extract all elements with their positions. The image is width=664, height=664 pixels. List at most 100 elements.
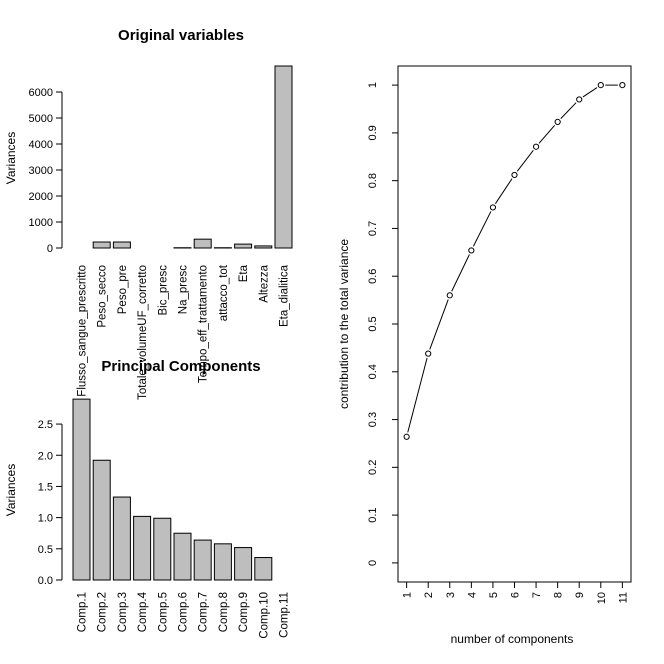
bars-principal-components: [72, 398, 273, 581]
x-tick-label-7: 7: [531, 592, 543, 598]
bar-2: [92, 459, 111, 581]
segment-3: [451, 254, 470, 292]
y-tick-label-1: 0: [367, 560, 379, 566]
category-label-7: Tempo_eff_trattamento: [198, 265, 210, 383]
category-label-10: Altezza: [258, 264, 270, 302]
y-tick-label-7: 6000: [29, 87, 53, 99]
x-tick-label-6: 6: [510, 592, 522, 598]
y-axis-principal-components: 0.0 0.5 1.0 1.5 2.0 2.5: [38, 419, 63, 587]
y-tick-label-3: 2000: [29, 191, 53, 203]
bar-5: [153, 517, 172, 581]
bar-8: [213, 543, 232, 581]
point-4: [468, 247, 475, 254]
bar-7: [193, 539, 212, 581]
x-axis-cumulative: 1 2 3 4 5 6 7 8 9 10 11: [402, 582, 629, 604]
y-tick-label-2: 0.5: [38, 544, 53, 556]
series-cumulative: [403, 82, 626, 440]
y-tick-label-4: 0.3: [367, 412, 379, 427]
point-3: [446, 292, 453, 299]
x-tick-label-2: 2: [423, 592, 435, 598]
category-label-5: Bic_presc: [157, 265, 169, 316]
bar-10: [254, 245, 273, 249]
category-label-11: Comp.11: [279, 592, 291, 638]
segment-2: [429, 299, 449, 350]
y-tick-label-6: 5000: [29, 113, 53, 125]
bar-6: [173, 532, 192, 581]
category-labels-original-variables: Flusso_sangue_prescritto Peso_secco Peso_p…: [77, 264, 291, 400]
y-tick-label-3: 0.2: [367, 460, 379, 475]
bar-1: [72, 398, 91, 581]
bars-original-variables: [92, 65, 293, 249]
point-7: [532, 143, 540, 150]
point-9: [576, 96, 583, 103]
y-tick-label-2: 1000: [29, 217, 53, 229]
segment-8: [560, 102, 577, 120]
y-axis-original-variables: 0 1000 2000 3000 4000 5000 6000: [29, 87, 63, 255]
x-tick-label-10: 10: [596, 592, 608, 604]
y-tick-label-4: 3000: [29, 165, 53, 177]
bar-3: [112, 241, 131, 249]
bar-9: [234, 547, 253, 581]
category-label-1: Flusso_sangue_prescritto: [77, 265, 89, 397]
x-tick-label-11: 11: [617, 592, 629, 603]
category-label-9: Comp.9: [238, 592, 250, 632]
category-label-3: Peso_pre: [117, 265, 129, 314]
y-tick-label-10: 0.9: [367, 125, 379, 140]
bar-3: [112, 496, 131, 581]
ylabel-principal-components: Variances: [4, 464, 18, 516]
y-tick-label-5: 4000: [29, 139, 53, 151]
category-label-8: Comp.8: [218, 592, 230, 632]
category-label-6: Comp.6: [178, 592, 190, 632]
y-tick-label-1: 0.0: [38, 575, 53, 587]
bar-7: [193, 238, 212, 249]
category-label-4: Totale_volumeUF_corretto: [137, 265, 149, 400]
category-label-7: Comp.7: [198, 592, 210, 632]
category-label-8: attacco_tot: [218, 264, 230, 321]
category-label-11: Eta_dialitica: [279, 264, 291, 327]
y-tick-label-2: 0.1: [367, 507, 379, 522]
plot-frame: [397, 65, 632, 583]
category-label-3: Comp.3: [117, 592, 129, 632]
point-2: [425, 350, 432, 357]
segment-6: [516, 150, 534, 172]
y-tick-label-5: 2.0: [38, 450, 53, 462]
ylabel-cumulative: contribution to the total variance: [337, 239, 351, 409]
segment-4: [472, 211, 492, 247]
y-tick-label-9: 0.8: [367, 173, 379, 188]
y-axis-cumulative: 0 0.1 0.2 0.3 0.4 0.5 0.6 0.7 0.8 0.9 1: [367, 82, 398, 566]
y-tick-label-5: 0.4: [367, 364, 379, 379]
point-1: [403, 433, 410, 440]
category-label-2: Peso_secco: [97, 265, 109, 328]
y-tick-label-1: 0: [47, 243, 53, 255]
y-tick-label-8: 0.7: [367, 221, 379, 236]
category-label-1: Comp.1: [77, 592, 89, 632]
panel-principal-components: Principal Components Variances 0.0 0.5 1.0…: [4, 358, 291, 639]
point-8: [554, 118, 561, 126]
xlabel-cumulative: number of components: [451, 632, 574, 646]
bar-2: [92, 241, 111, 249]
segment-7: [538, 124, 556, 144]
segment-9: [582, 87, 598, 98]
category-label-9: Eta: [238, 264, 250, 282]
point-5: [489, 204, 497, 211]
point-11: [619, 82, 626, 89]
title-principal-components: Principal Components: [101, 358, 260, 375]
segment-5: [494, 178, 513, 204]
y-tick-label-6: 2.5: [38, 419, 53, 431]
x-tick-label-5: 5: [488, 592, 500, 598]
category-label-6: Na_presc: [178, 265, 190, 314]
x-tick-label-1: 1: [402, 592, 414, 598]
y-tick-label-7: 0.6: [367, 269, 379, 284]
x-tick-label-9: 9: [574, 592, 586, 598]
y-tick-label-3: 1.0: [38, 513, 53, 525]
ylabel-original-variables: Variances: [4, 132, 18, 184]
title-original-variables: Original variables: [118, 27, 244, 44]
x-tick-label-4: 4: [466, 592, 478, 598]
category-label-2: Comp.2: [97, 592, 109, 632]
bar-9: [234, 243, 253, 249]
panel-original-variables: Original variables Variances 0 1000 2000 30…: [4, 27, 293, 400]
y-tick-label-11: 1: [367, 82, 379, 88]
y-tick-label-4: 1.5: [38, 481, 53, 493]
point-6: [511, 171, 518, 179]
